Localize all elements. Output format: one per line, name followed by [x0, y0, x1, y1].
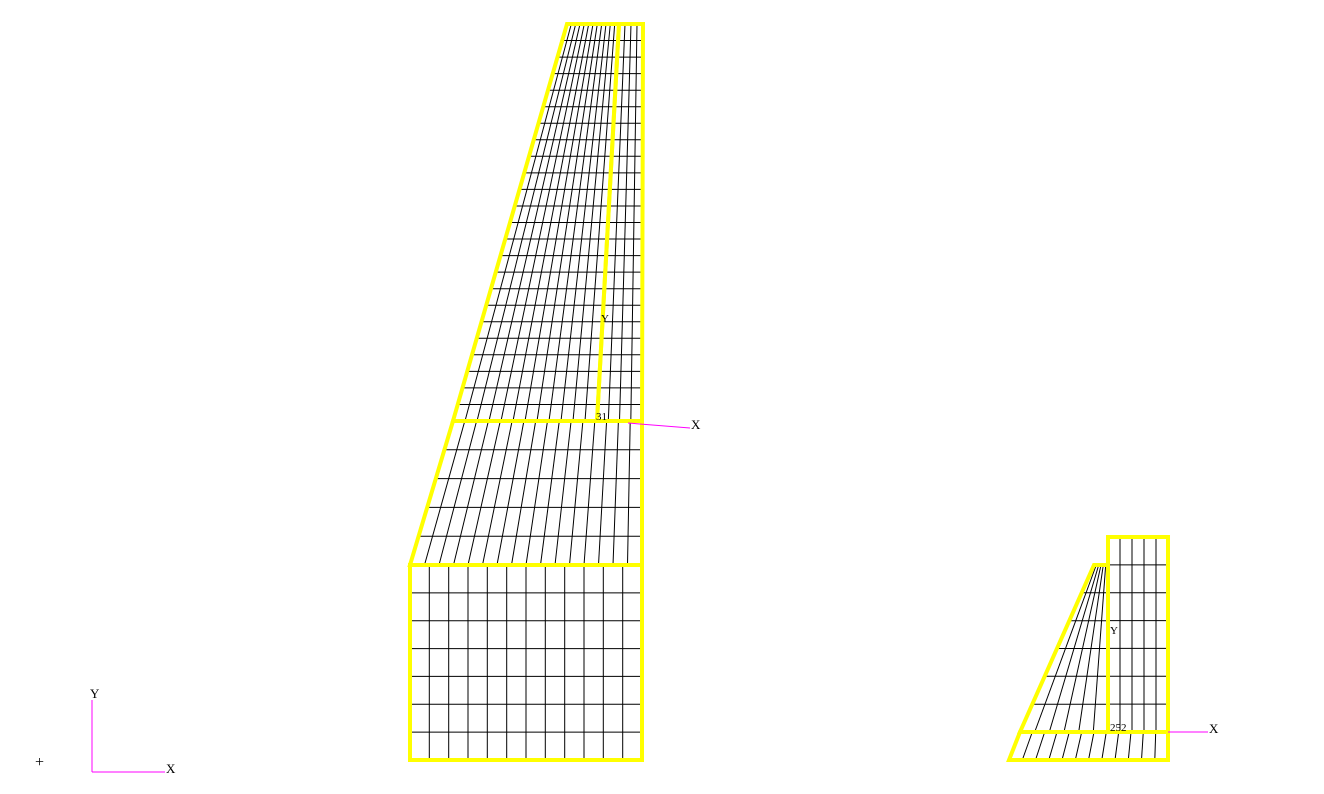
model-2-y-axis-label: Y [1110, 625, 1118, 637]
model-1-mesh-middle-col-line [540, 420, 560, 566]
model-2-node-label: 252 [1110, 722, 1127, 734]
model-1-mesh-middle-col-line [438, 420, 478, 566]
model-1[interactable]: X Y 31 [407, 22, 701, 762]
model-1-mesh-middle-col-line [554, 420, 572, 566]
model-2-mesh-base-col-line [1021, 731, 1033, 761]
model-1-outline [407, 22, 646, 762]
global-axis-triad: Y X [90, 686, 176, 776]
model-1-mesh-middle-col-line [467, 420, 501, 566]
model-2-mesh-base-col-line [1074, 731, 1083, 761]
model-1-node-label: 31 [596, 411, 607, 423]
model-2-x-axis-label: X [1209, 721, 1219, 736]
model-1-mesh [410, 23, 643, 760]
model-1-mesh-middle-col-line [627, 420, 631, 566]
model-2-mesh-base-col-line [1101, 731, 1107, 761]
global-y-axis-label: Y [90, 686, 100, 701]
model-2-region-base [1006, 730, 1170, 762]
model-2-mesh-base-col-line [1154, 731, 1157, 761]
model-1-mesh-middle-col-line [496, 420, 525, 566]
model-2-mesh-base-col-line [1114, 731, 1120, 761]
model-2-mesh-base-col-line [1088, 731, 1095, 761]
origin-marker-icon: + [35, 754, 44, 771]
model-1-region-base [408, 563, 644, 762]
model-2-mesh-base-col-line [1035, 731, 1046, 761]
model-1-mesh-middle-col-line [482, 420, 513, 566]
global-x-axis-label: X [166, 761, 176, 776]
model-1-mesh-middle-col-line [569, 420, 584, 566]
model-2-mesh-base-col-line [1061, 731, 1070, 761]
model-1-mesh-middle-col-line [612, 420, 619, 566]
model-1-x-axis-label: X [691, 417, 701, 432]
model-2[interactable]: X Y 252 [1006, 535, 1219, 762]
model-1-mesh-middle-col-line [453, 420, 489, 566]
model-1-mesh-middle-col-line [583, 420, 596, 566]
model-2-mesh [1021, 537, 1168, 761]
model-1-y-axis-label: Y [601, 313, 609, 325]
model-2-mesh-base-col-line [1048, 731, 1058, 761]
model-2-mesh-base-col-line [1141, 731, 1144, 761]
model-1-mesh-middle-col-line [511, 420, 537, 566]
model-2-mesh-base-col-line [1127, 731, 1132, 761]
model-1-mesh-middle-col-line [424, 420, 466, 566]
model-1-x-axis [627, 422, 691, 429]
model-1-mesh-middle-col-line [525, 420, 548, 566]
model-1-mesh-middle-col-line [598, 420, 608, 566]
